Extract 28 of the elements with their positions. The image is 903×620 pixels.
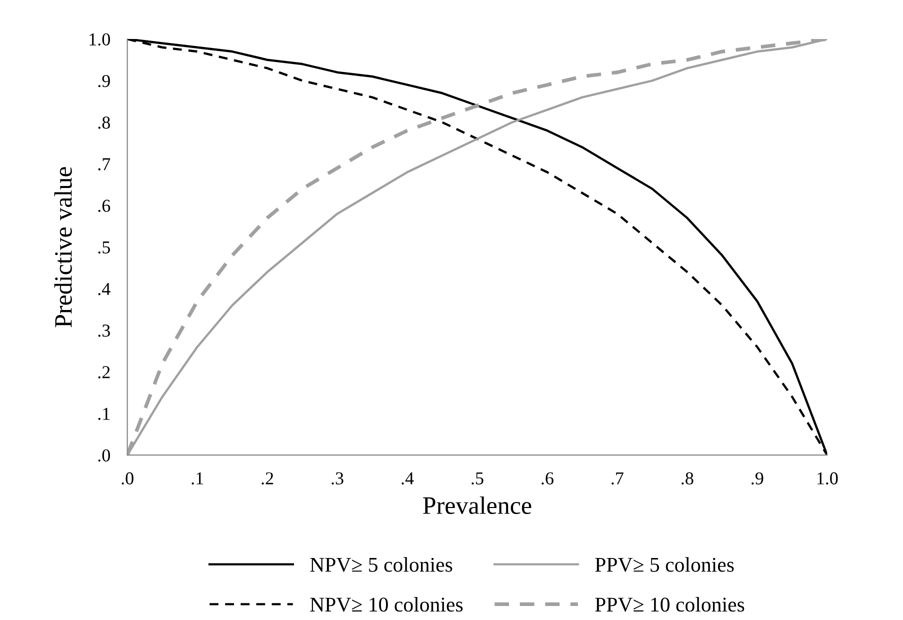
- x-tick-label: .6: [542, 472, 554, 485]
- x-tick-label: .4: [402, 472, 414, 485]
- y-tick-label: .5: [98, 242, 110, 254]
- x-tick-label: .3: [332, 472, 344, 485]
- y-tick-label: 1.0: [90, 33, 110, 46]
- x-tick-label: .2: [262, 472, 274, 485]
- y-tick-label: .0: [98, 449, 110, 462]
- y-tick-label: .4: [98, 283, 110, 296]
- x-tick-label: 1.0: [817, 472, 838, 485]
- x-axis-title: Prevalence: [423, 496, 532, 514]
- x-tick-label: .8: [682, 472, 694, 485]
- y-tick-label: .2: [98, 366, 110, 378]
- x-tick-label: .5: [472, 472, 484, 485]
- y-axis-title: Predictive value: [54, 167, 72, 328]
- y-tick-label: .1: [98, 408, 110, 420]
- legend-label: PPV≥ 5 colonies: [595, 557, 734, 572]
- legend-label: NPV≥ 10 colonies: [310, 597, 463, 612]
- y-tick-label: .3: [98, 324, 110, 337]
- y-tick-label: .6: [98, 200, 110, 212]
- legend-label: NPV≥ 5 colonies: [310, 557, 452, 572]
- x-tick-label: .1: [192, 472, 203, 485]
- x-tick-label: .7: [612, 472, 624, 485]
- x-tick-label: .9: [752, 472, 764, 485]
- y-tick-label: .9: [98, 74, 110, 88]
- y-tick-label: .8: [98, 116, 110, 129]
- y-tick-label: .7: [98, 158, 110, 170]
- x-tick-label: .0: [122, 472, 134, 485]
- legend-label: PPV≥ 10 colonies: [595, 597, 744, 612]
